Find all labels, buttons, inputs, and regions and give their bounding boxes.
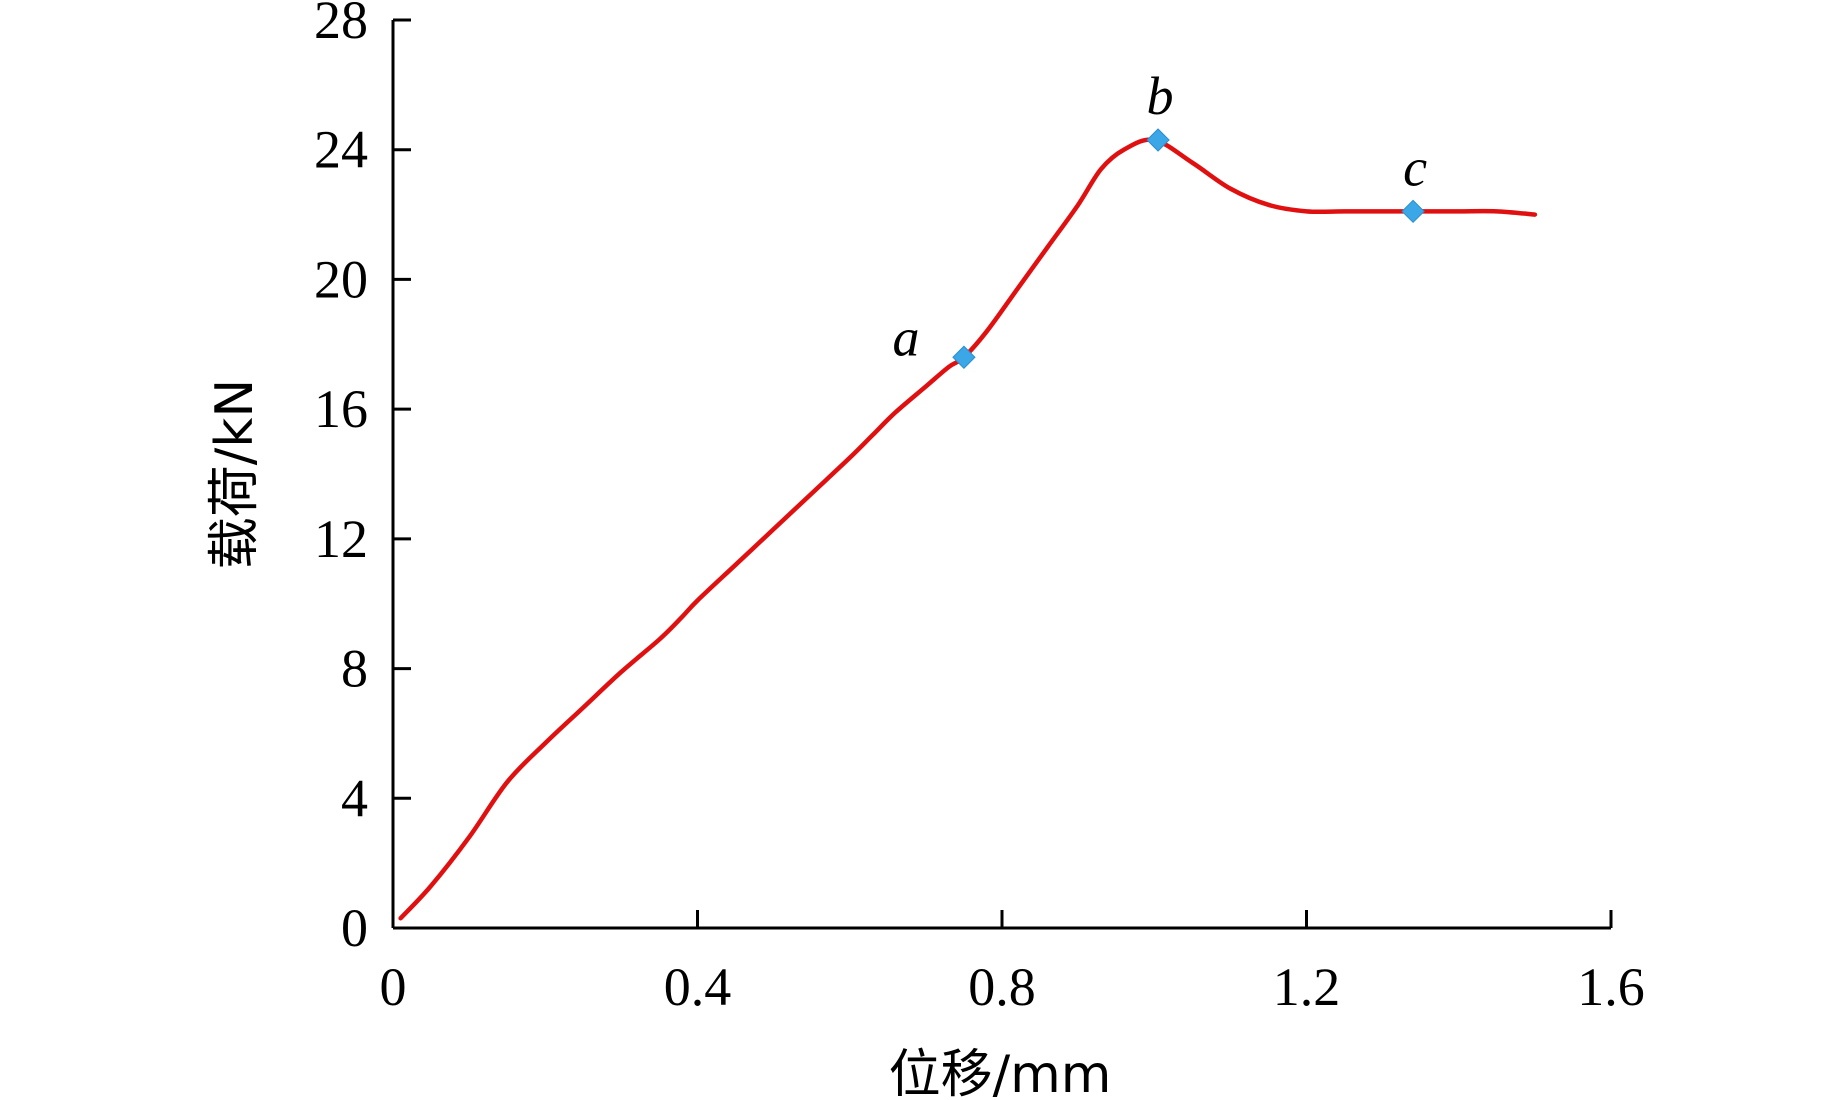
x-tick-label: 1.2 bbox=[1273, 957, 1341, 1017]
y-tick-label: 24 bbox=[314, 120, 368, 180]
point-marker-c bbox=[1401, 199, 1425, 224]
x-tick-label: 1.6 bbox=[1577, 957, 1645, 1017]
series-layer bbox=[398, 137, 1538, 921]
load-curve-line bbox=[398, 137, 1538, 921]
point-label-c: c bbox=[1403, 137, 1427, 197]
point-label-a: a bbox=[892, 307, 919, 367]
points-layer: a b c bbox=[892, 66, 1427, 369]
x-axis-title: 位移/mm bbox=[889, 1045, 1112, 1100]
y-tick-label: 12 bbox=[314, 509, 368, 569]
y-tick-label: 20 bbox=[314, 249, 368, 309]
x-tick-label: 0 bbox=[380, 957, 407, 1017]
axes bbox=[391, 20, 1611, 930]
y-tick-label: 28 bbox=[314, 0, 368, 50]
y-tick-label: 0 bbox=[341, 898, 368, 958]
x-tick-label: 0.8 bbox=[968, 957, 1036, 1017]
point-label-b: b bbox=[1147, 66, 1174, 126]
x-tick-label: 0.4 bbox=[664, 957, 732, 1017]
y-ticks: 0 4 8 12 16 20 24 28 bbox=[314, 0, 411, 958]
x-ticks: 0 0.4 0.8 1.2 1.6 bbox=[380, 910, 1645, 1017]
y-tick-label: 8 bbox=[341, 639, 368, 699]
point-marker-a bbox=[952, 345, 976, 369]
y-tick-label: 16 bbox=[314, 379, 368, 439]
y-tick-label: 4 bbox=[341, 768, 368, 828]
point-marker-b bbox=[1146, 128, 1170, 152]
y-axis-title: 载荷/kN bbox=[205, 379, 265, 570]
